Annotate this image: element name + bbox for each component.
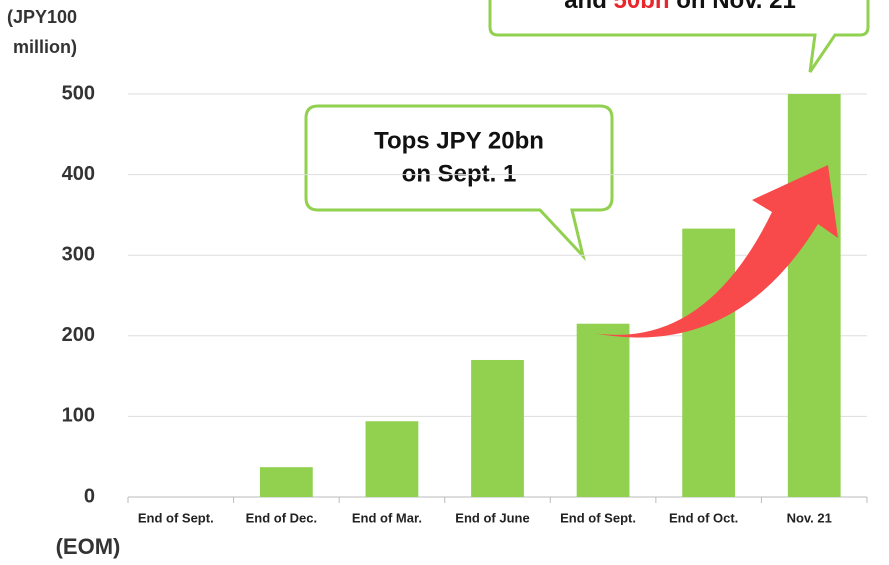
arrow bbox=[593, 165, 838, 338]
y-tick-label: 0 bbox=[84, 485, 95, 507]
callout-text: on Sept. 1 bbox=[402, 160, 517, 187]
bar bbox=[682, 228, 736, 498]
x-tick-label: Nov. 21 bbox=[787, 510, 832, 525]
plot: 0 100 200 300 400 500 End of Sept. End of Dec. E… bbox=[62, 82, 868, 525]
x-tick-label: End of Sept. bbox=[560, 510, 636, 525]
x-tick-label: End of Dec. bbox=[246, 510, 318, 525]
callout-top-highlight: 50bn bbox=[614, 0, 670, 14]
y-tick-label: 500 bbox=[62, 82, 95, 104]
x-axis-label: (EOM) bbox=[56, 534, 121, 559]
callout-top-part: and bbox=[564, 0, 613, 14]
y-tick-label: 400 bbox=[62, 163, 95, 185]
x-tick-label: End of Mar. bbox=[352, 510, 422, 525]
y-tick-label: 300 bbox=[62, 243, 95, 265]
y-tick-label: 200 bbox=[62, 324, 95, 346]
y-tick-label: 100 bbox=[62, 405, 95, 427]
callout-text: Tops JPY 20bn bbox=[374, 127, 544, 154]
callout-top-text: and 50bn on Nov. 21 bbox=[564, 0, 796, 14]
callout-top-part: on Nov. 21 bbox=[670, 0, 796, 14]
bar bbox=[259, 467, 313, 497]
callout bbox=[304, 104, 614, 262]
y-axis-label: million) bbox=[13, 37, 77, 57]
bar bbox=[787, 94, 841, 497]
bar bbox=[365, 421, 419, 497]
x-tick-label: End of June bbox=[455, 510, 529, 525]
x-tick-label: End of Sept. bbox=[138, 510, 214, 525]
bar bbox=[576, 323, 630, 497]
y-axis-label: (JPY100 bbox=[7, 7, 77, 27]
x-tick-label: End of Oct. bbox=[669, 510, 738, 525]
callout-top bbox=[488, 0, 870, 73]
bar bbox=[471, 359, 524, 497]
